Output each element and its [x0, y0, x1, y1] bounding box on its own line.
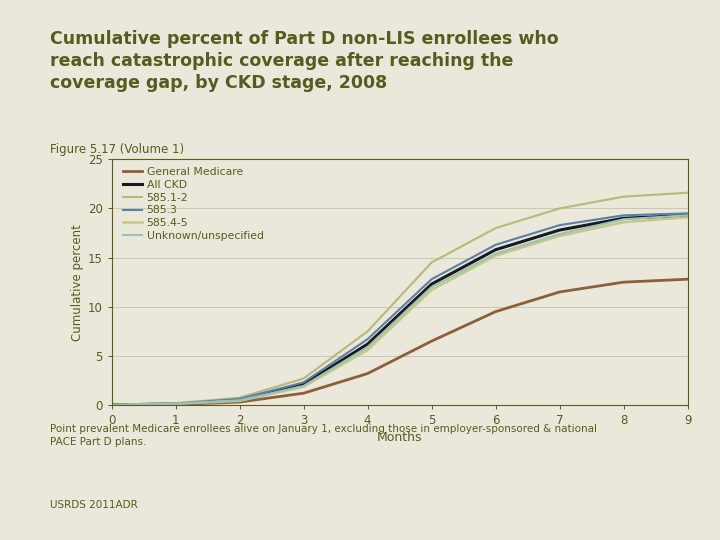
X-axis label: Months: Months [377, 431, 423, 444]
Text: USRDS 2011ADR: USRDS 2011ADR [50, 500, 138, 510]
Y-axis label: Cumulative percent: Cumulative percent [71, 224, 84, 341]
Legend: General Medicare, All CKD, 585.1-2, 585.3, 585.4-5, Unknown/unspecified: General Medicare, All CKD, 585.1-2, 585.… [123, 167, 264, 241]
Text: Figure 5.17 (Volume 1): Figure 5.17 (Volume 1) [50, 143, 184, 156]
Text: Cumulative percent of Part D non-LIS enrollees who
reach catastrophic coverage a: Cumulative percent of Part D non-LIS enr… [50, 30, 559, 92]
Text: Point prevalent Medicare enrollees alive on January 1, excluding those in employ: Point prevalent Medicare enrollees alive… [50, 424, 598, 447]
